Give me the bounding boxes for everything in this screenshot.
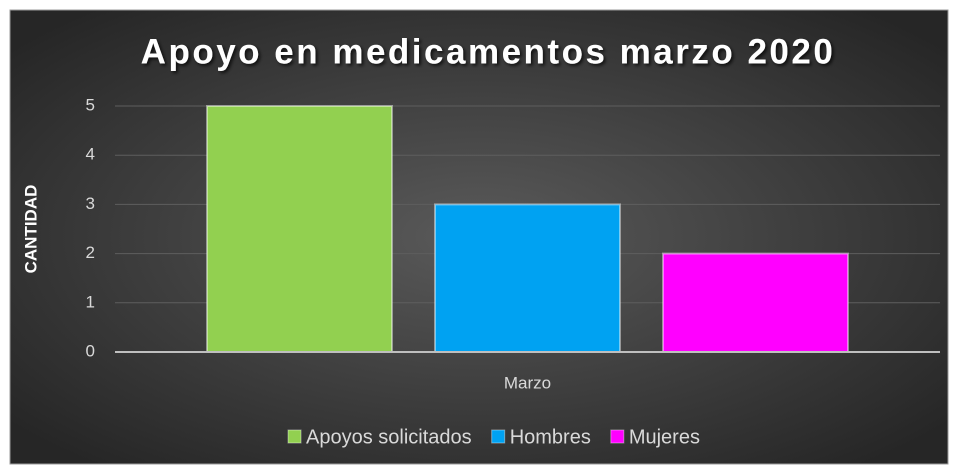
y-tick-label: 2	[86, 243, 95, 262]
legend-label: Apoyos solicitados	[306, 426, 472, 448]
legend-label: Hombres	[510, 426, 591, 448]
bar	[206, 105, 393, 353]
legend-marker	[610, 429, 625, 444]
y-tick-label: 0	[86, 341, 95, 360]
bar	[662, 252, 849, 354]
y-tick-label: 4	[86, 145, 95, 164]
y-axis-label: CANTIDAD	[21, 185, 40, 274]
chart-title: Apoyo en medicamentos marzo 2020	[141, 32, 836, 71]
y-tick-label: 3	[86, 194, 95, 213]
y-tick-label: 1	[86, 292, 95, 311]
legend-marker	[287, 429, 302, 444]
legend-marker	[491, 429, 506, 444]
bar	[434, 203, 621, 353]
y-tick-label: 5	[86, 95, 95, 114]
legend-label: Mujeres	[629, 426, 700, 448]
x-tick-label: Marzo	[504, 373, 551, 392]
